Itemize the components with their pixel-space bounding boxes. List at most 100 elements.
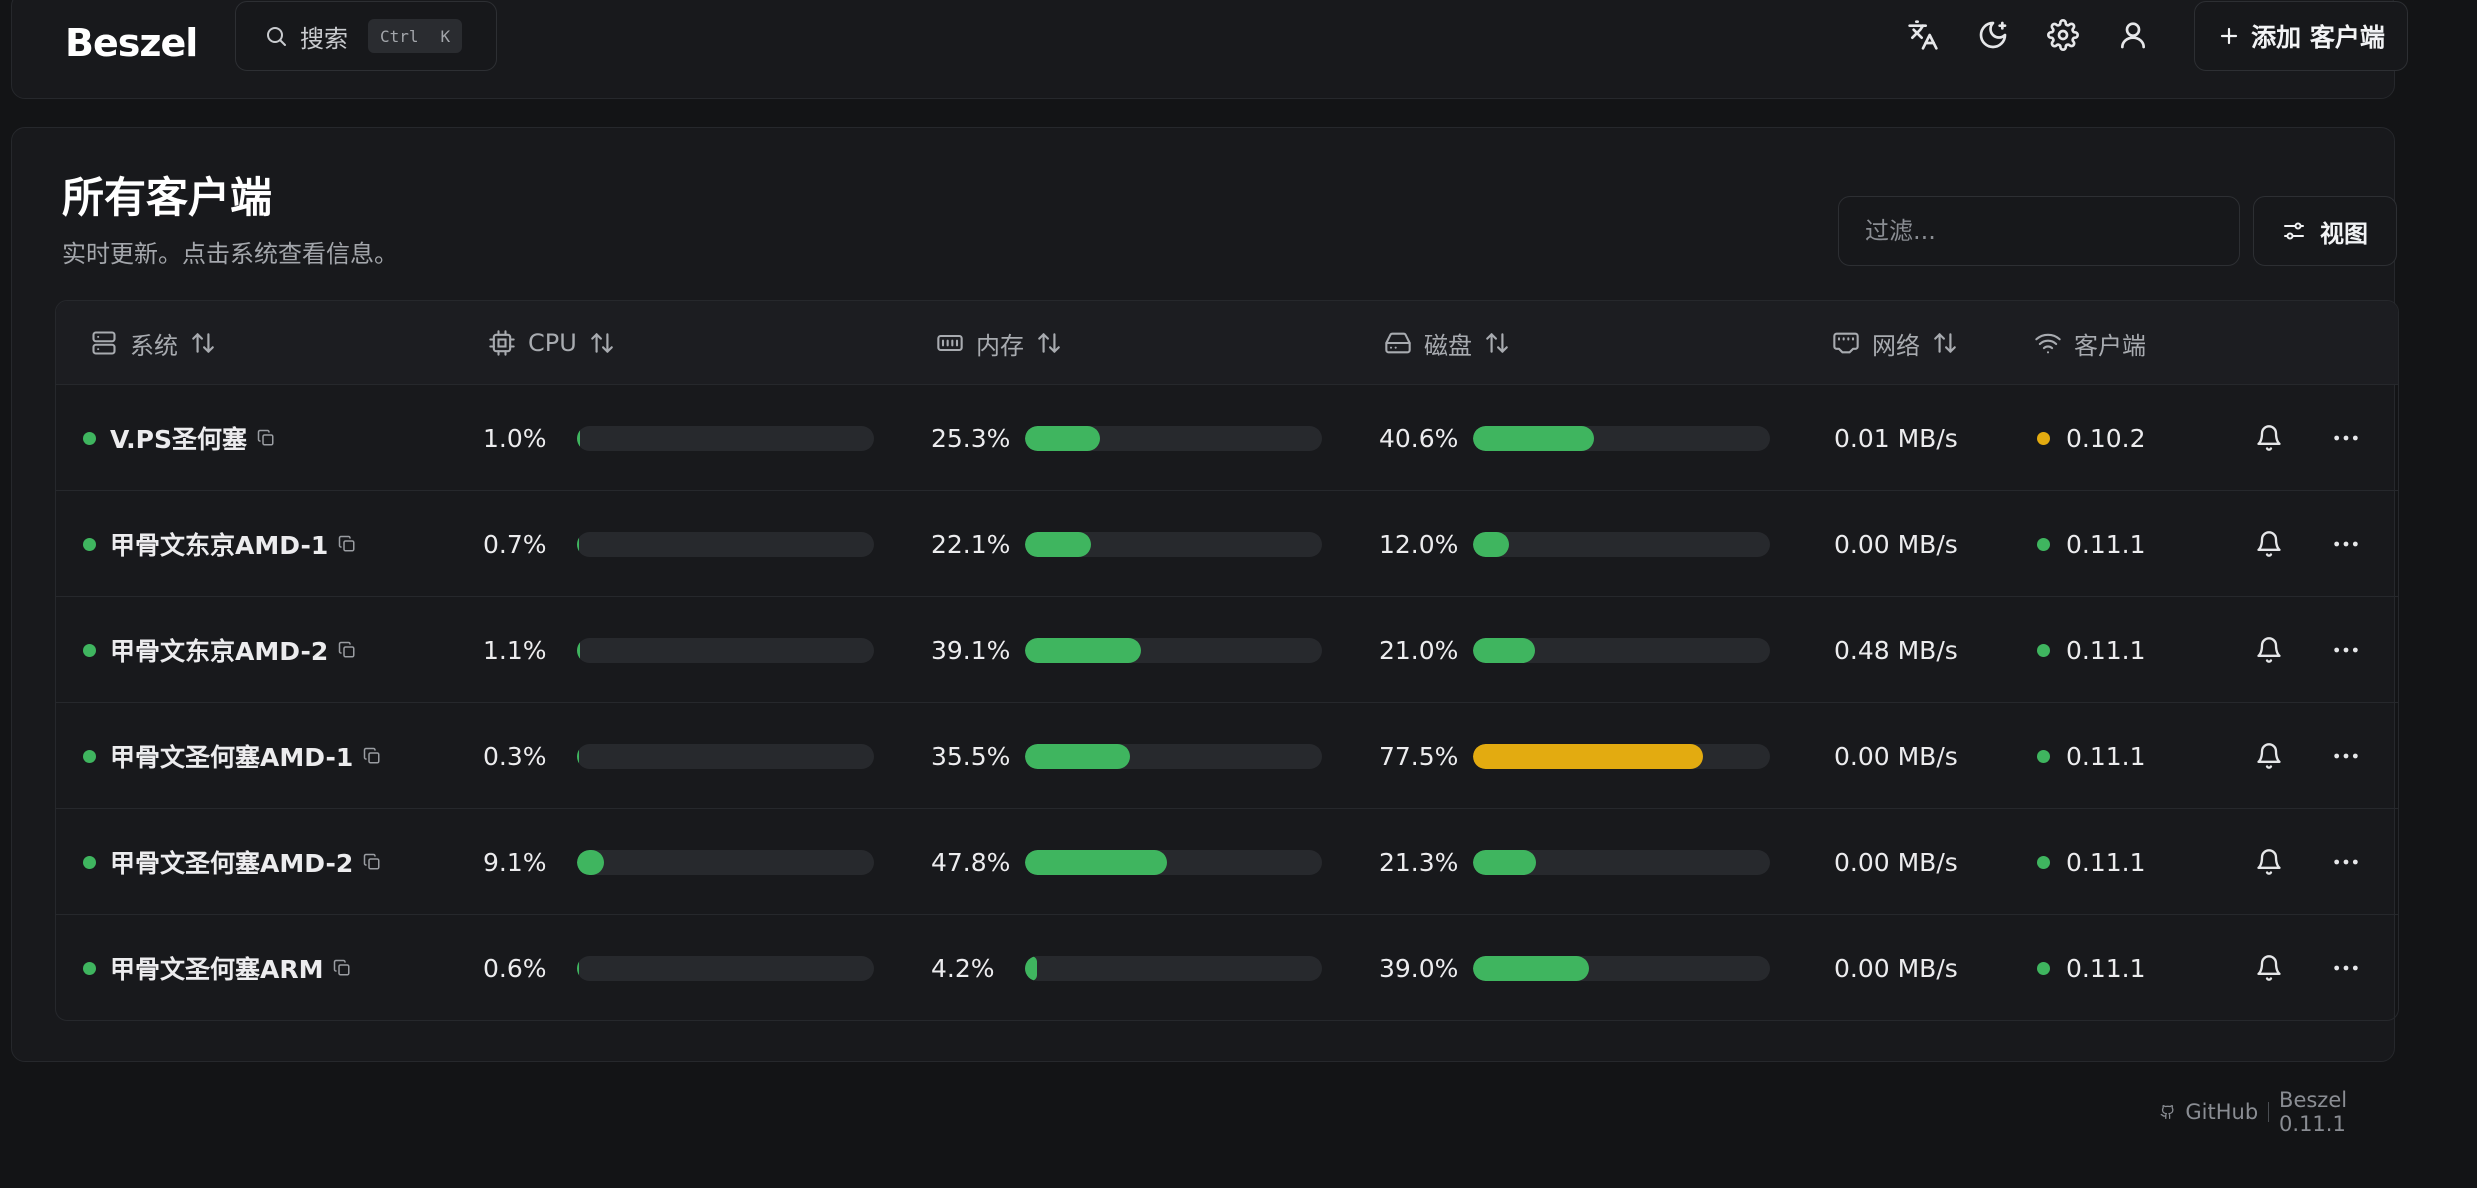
system-name[interactable]: V.PS圣何塞: [110, 425, 247, 454]
user-button[interactable]: [2111, 13, 2155, 57]
column-network[interactable]: 网络: [1832, 301, 1958, 385]
column-system[interactable]: 系统: [90, 301, 216, 385]
cpu-cell: 1.0%: [483, 385, 874, 491]
table-row[interactable]: 甲骨文圣何塞AMD-1 0.3% 35.5% 77.5% 0.00 MB/s 0…: [56, 703, 2398, 809]
column-disk-label: 磁盘: [1424, 331, 1472, 360]
copy-icon[interactable]: [333, 959, 351, 977]
cpu-percent: 1.0%: [483, 423, 547, 453]
cpu-bar: [577, 743, 874, 769]
memory-bar: [1025, 849, 1322, 875]
copy-icon[interactable]: [363, 853, 381, 871]
language-button[interactable]: [1901, 13, 1945, 57]
copy-icon[interactable]: [257, 429, 275, 447]
system-cell[interactable]: 甲骨文圣何塞AMD-1: [83, 703, 381, 809]
column-system-label: 系统: [130, 331, 178, 360]
table-row[interactable]: V.PS圣何塞 1.0% 25.3% 40.6% 0.01 MB/s 0.10.…: [56, 385, 2398, 491]
system-cell[interactable]: 甲骨文圣何塞AMD-2: [83, 809, 381, 915]
table-row[interactable]: 甲骨文圣何塞AMD-2 9.1% 47.8% 21.3% 0.00 MB/s 0…: [56, 809, 2398, 915]
more-horizontal-icon: [2330, 528, 2362, 560]
column-cpu[interactable]: CPU: [488, 301, 615, 385]
system-cell[interactable]: V.PS圣何塞: [83, 385, 275, 491]
agent-cell: 0.11.1: [2037, 703, 2146, 809]
alerts-button[interactable]: [2249, 948, 2289, 988]
moon-star-icon: [1979, 21, 2007, 49]
alerts-button[interactable]: [2249, 524, 2289, 564]
clients-table: 系统 CPU 内存 磁盘 网络: [55, 300, 2399, 1021]
copy-icon[interactable]: [338, 535, 356, 553]
view-button[interactable]: 视图: [2253, 196, 2397, 266]
network-rate: 0.48 MB/s: [1834, 635, 1958, 665]
add-client-label: 添加 客户端: [2251, 23, 2385, 52]
shortcut-ctrl: Ctrl: [380, 26, 419, 46]
system-name[interactable]: 甲骨文东京AMD-2: [110, 637, 329, 666]
status-dot: [83, 961, 96, 975]
filter-input[interactable]: [1838, 196, 2240, 266]
cpu-percent: 9.1%: [483, 847, 547, 877]
memory-bar-fill: [1025, 955, 1038, 981]
status-dot: [83, 643, 96, 657]
agent-cell: 0.10.2: [2037, 385, 2146, 491]
network-cell: 0.00 MB/s: [1834, 491, 1958, 597]
disk-cell: 21.0%: [1379, 597, 1770, 703]
disk-cell: 21.3%: [1379, 809, 1770, 915]
cpu-cell: 0.3%: [483, 703, 874, 809]
github-link[interactable]: GitHub: [2185, 1100, 2259, 1124]
row-menu-button[interactable]: [2326, 736, 2366, 776]
cpu-percent: 0.3%: [483, 741, 547, 771]
system-name[interactable]: 甲骨文圣何塞AMD-2: [110, 849, 354, 878]
network-rate: 0.00 MB/s: [1834, 847, 1958, 877]
bell-icon: [2255, 424, 2283, 452]
column-memory[interactable]: 内存: [936, 301, 1062, 385]
cpu-percent: 0.6%: [483, 953, 547, 983]
agent-version: 0.11.1: [2066, 847, 2146, 877]
system-name[interactable]: 甲骨文圣何塞ARM: [110, 955, 324, 984]
app-logo[interactable]: Beszel: [65, 21, 198, 65]
row-menu-button[interactable]: [2326, 524, 2366, 564]
copy-icon[interactable]: [363, 747, 381, 765]
sort-icon: [1486, 333, 1508, 353]
table-row[interactable]: 甲骨文东京AMD-1 0.7% 22.1% 12.0% 0.00 MB/s 0.…: [56, 491, 2398, 597]
memory-bar-fill: [1025, 531, 1091, 557]
settings-button[interactable]: [2041, 13, 2085, 57]
cpu-cell: 9.1%: [483, 809, 874, 915]
alerts-button[interactable]: [2249, 842, 2289, 882]
disk-bar-fill: [1473, 637, 1536, 663]
alerts-button[interactable]: [2249, 630, 2289, 670]
row-menu-button[interactable]: [2326, 948, 2366, 988]
alerts-button[interactable]: [2249, 736, 2289, 776]
column-agent[interactable]: 客户端: [2034, 301, 2146, 385]
footer-divider: [2268, 1102, 2270, 1122]
system-name[interactable]: 甲骨文东京AMD-1: [110, 531, 329, 560]
table-header: 系统 CPU 内存 磁盘 网络: [56, 301, 2398, 385]
system-cell[interactable]: 甲骨文东京AMD-1: [83, 491, 356, 597]
theme-toggle-button[interactable]: [1971, 13, 2015, 57]
disk-percent: 39.0%: [1379, 953, 1459, 983]
system-name[interactable]: 甲骨文圣何塞AMD-1: [110, 743, 354, 772]
disk-percent: 21.0%: [1379, 635, 1459, 665]
table-row[interactable]: 甲骨文东京AMD-2 1.1% 39.1% 21.0% 0.48 MB/s 0.…: [56, 597, 2398, 703]
agent-version: 0.11.1: [2066, 741, 2146, 771]
memory-bar-fill: [1025, 743, 1131, 769]
search-label: 搜索: [300, 24, 348, 53]
version-status-dot: [2037, 537, 2050, 551]
system-cell[interactable]: 甲骨文东京AMD-2: [83, 597, 356, 703]
row-menu-button[interactable]: [2326, 842, 2366, 882]
memory-bar: [1025, 743, 1322, 769]
more-horizontal-icon: [2330, 422, 2362, 454]
table-row[interactable]: 甲骨文圣何塞ARM 0.6% 4.2% 39.0% 0.00 MB/s 0.11…: [56, 915, 2398, 1020]
row-menu-button[interactable]: [2326, 630, 2366, 670]
cpu-bar: [577, 531, 874, 557]
alerts-button[interactable]: [2249, 418, 2289, 458]
sort-icon: [192, 333, 214, 353]
column-disk[interactable]: 磁盘: [1384, 301, 1510, 385]
footer: GitHub Beszel 0.11.1: [2160, 1088, 2400, 1136]
memory-cell: 22.1%: [931, 491, 1322, 597]
search-button[interactable]: 搜索 Ctrl K: [235, 1, 497, 71]
disk-bar-fill: [1473, 743, 1704, 769]
copy-icon[interactable]: [338, 641, 356, 659]
system-cell[interactable]: 甲骨文圣何塞ARM: [83, 915, 351, 1020]
add-client-button[interactable]: 添加 客户端: [2194, 1, 2408, 71]
row-menu-button[interactable]: [2326, 418, 2366, 458]
shortcut-k: K: [440, 26, 451, 46]
status-dot: [83, 537, 96, 551]
